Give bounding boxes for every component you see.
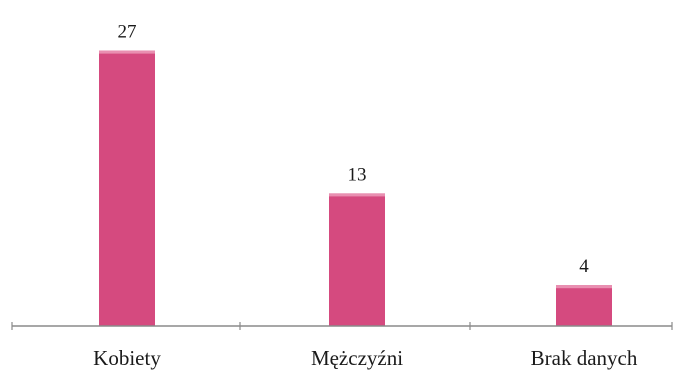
bar-1	[329, 193, 385, 326]
value-label: 27	[118, 22, 137, 43]
value-labels-layer: 27 13 4	[118, 22, 590, 278]
bar-0	[99, 50, 155, 326]
category-label: Kobiety	[93, 346, 161, 370]
bar-top-highlight	[556, 285, 612, 289]
bar-2	[556, 285, 612, 326]
category-label: Mężczyźni	[311, 346, 403, 370]
bar-top-highlight	[329, 193, 385, 197]
category-labels-layer: Kobiety Mężczyźni Brak danych	[93, 346, 638, 370]
value-label: 4	[579, 256, 589, 277]
value-label: 13	[348, 164, 367, 185]
bar-top-highlight	[99, 50, 155, 54]
category-label: Brak danych	[531, 346, 638, 370]
x-axis-ticks	[11, 322, 673, 330]
bars-layer	[99, 50, 612, 326]
